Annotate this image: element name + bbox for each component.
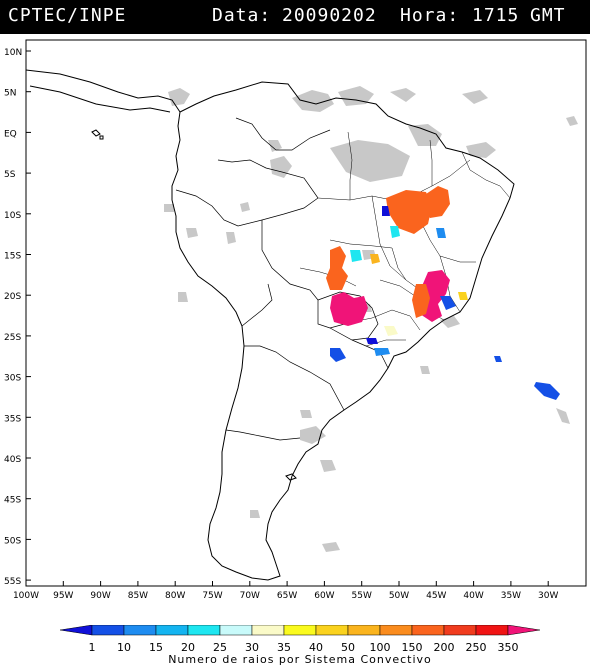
lat-label: 40S <box>4 455 21 465</box>
lat-label: EQ <box>4 129 17 139</box>
colorbar-swatch <box>283 625 317 636</box>
lon-label: 85W <box>128 591 148 601</box>
colorbar-swatch <box>155 625 189 636</box>
colorbar-swatch <box>91 625 125 636</box>
colorbar-label: 10 <box>117 641 131 653</box>
lon-label: 50W <box>389 591 409 601</box>
colorbar-swatch <box>123 625 157 636</box>
storm-atlantic-small <box>494 356 502 362</box>
header-bar: CPTEC/INPE Data: 20090202 Hora: 1715 GMT <box>0 0 590 34</box>
lat-label: 5N <box>4 89 16 99</box>
colorbar-swatch <box>187 625 221 636</box>
lat-label: 15S <box>4 252 21 262</box>
lon-label: 100W <box>13 591 39 601</box>
colorbar-label: 15 <box>149 641 163 653</box>
colorbar: 1 10 15 20 25 30 35 40 50 100 150 200 250 350 <box>60 625 540 653</box>
storm-mato-grosso-sul <box>330 292 368 326</box>
lat-label: 10S <box>4 211 21 221</box>
lon-label: 95W <box>53 591 73 601</box>
lat-label: 50S <box>4 536 21 546</box>
colorbar-swatch <box>443 625 477 636</box>
colorbar-swatch <box>475 625 509 636</box>
country-borders <box>175 117 389 441</box>
colorbar-label: 30 <box>245 641 259 653</box>
colorbar-label: 35 <box>277 641 291 653</box>
storm-mato-grosso <box>326 246 348 290</box>
colorbar-label: 100 <box>370 641 391 653</box>
storm-tocantins <box>386 190 432 234</box>
hour-label: Hora: <box>400 5 460 26</box>
lat-label: 30S <box>4 374 21 384</box>
storm-cyan-mid <box>350 250 362 262</box>
lon-label: 30W <box>538 591 558 601</box>
storm-sc-blue <box>374 348 390 356</box>
colorbar-swatch <box>507 625 540 636</box>
colorbar-label: 200 <box>434 641 455 653</box>
colorbar-label: 40 <box>309 641 323 653</box>
colorbar-label: 1 <box>89 641 96 653</box>
storm-cells <box>326 186 560 400</box>
hour-value: 1715 <box>472 5 520 26</box>
colorbar-swatch <box>251 625 285 636</box>
lon-label: 70W <box>240 591 260 601</box>
lat-label: 20S <box>4 292 21 302</box>
colorbar-swatch <box>379 625 413 636</box>
storm-yellow-east <box>458 292 468 300</box>
colorbar-label: 20 <box>181 641 195 653</box>
colorbar-label: 350 <box>498 641 519 653</box>
lon-label: 35W <box>501 591 521 601</box>
colorbar-label: 50 <box>341 641 355 653</box>
colorbar-title: Numero de raios por Sistema Convectivo <box>168 653 432 666</box>
lon-label: 90W <box>90 591 110 601</box>
lon-label: 80W <box>165 591 185 601</box>
lat-label: 45S <box>4 496 21 506</box>
source-label: CPTEC/INPE <box>8 5 127 26</box>
colorbar-swatch <box>219 625 253 636</box>
storm-goias-small <box>436 228 446 238</box>
latitude-labels: 10N 5N EQ 5S 10S 15S 20S 25S 30S 35S 40S 45S 50S 55S <box>4 48 31 587</box>
storm-atlantic-blue <box>534 382 560 400</box>
longitude-labels: 100W 95W 90W 85W 80W 75W 70W 65W 60W 55W 50W 45W 40W… <box>13 581 558 601</box>
lat-label: 35S <box>4 414 21 424</box>
storm-blue-west <box>382 206 390 216</box>
lon-label: 75W <box>202 591 222 601</box>
date-value: 20090202 <box>282 5 377 26</box>
colorbar-swatch <box>315 625 349 636</box>
colorbar-label: 25 <box>213 641 227 653</box>
colorbar-label: 150 <box>402 641 423 653</box>
storm-minas-orange <box>412 284 430 318</box>
lon-label: 40W <box>463 591 483 601</box>
coastline <box>25 69 515 581</box>
lon-label: 55W <box>352 591 372 601</box>
lat-label: 5S <box>4 170 16 180</box>
colorbar-swatch <box>60 625 93 636</box>
colorbar-swatch <box>347 625 381 636</box>
map-frame <box>25 39 587 587</box>
storm-espirito-santo <box>440 296 456 310</box>
date-label: Data: <box>212 5 272 26</box>
lon-label: 60W <box>314 591 334 601</box>
lat-label: 25S <box>4 333 21 343</box>
lon-label: 45W <box>426 591 446 601</box>
map: 10N5NEQ5S10S15S20S25S30S35S40S45S50S55S … <box>4 39 587 601</box>
lat-label: 10N <box>4 48 22 58</box>
storm-pale-yellow <box>384 326 398 336</box>
lon-label: 65W <box>277 591 297 601</box>
timezone-label: GMT <box>530 5 566 26</box>
storm-orange-mid <box>370 254 380 264</box>
colorbar-label: 250 <box>466 641 487 653</box>
lat-label: 55S <box>4 577 21 587</box>
colorbar-swatch <box>411 625 445 636</box>
storm-goias-cyan <box>390 226 400 238</box>
storm-paraguay-blue <box>330 348 346 362</box>
storm-parana-blue <box>366 338 378 344</box>
cloud-cover <box>164 86 578 552</box>
